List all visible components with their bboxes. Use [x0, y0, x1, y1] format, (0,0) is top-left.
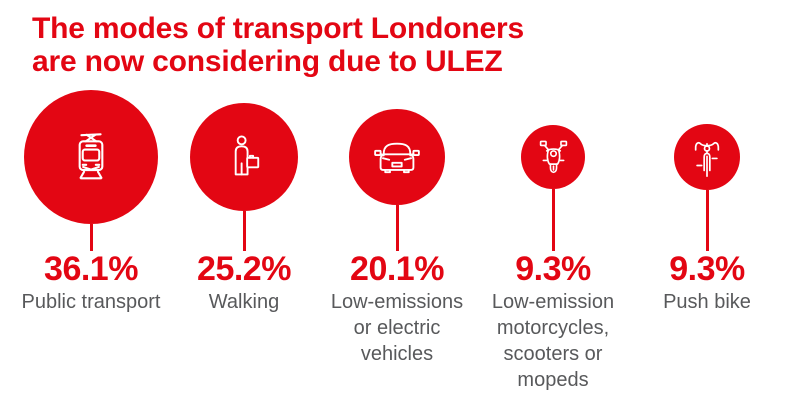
bubble-push-bike	[674, 124, 740, 190]
bicycle-icon	[694, 142, 720, 177]
column-motorcycles-scooters-mopeds: 9.3% Low-emission motorcycles, scooters …	[473, 0, 633, 400]
column-public-transport: 36.1% Public transport	[11, 0, 171, 400]
pedestrian-icon	[234, 135, 260, 176]
connector-line	[395, 205, 399, 251]
category-label: Low-emission motorcycles, scooters or mo…	[491, 291, 615, 391]
bubble-low-emission-vehicles	[349, 109, 445, 205]
percent-value: 9.3%	[515, 250, 591, 288]
connector-line	[89, 224, 93, 251]
bubble-motorcycles-scooters-mopeds	[521, 125, 585, 189]
column-low-emission-vehicles: 20.1% Low-emissions or electric vehicles	[317, 0, 477, 400]
tram-icon	[78, 133, 104, 180]
bubble-walking	[190, 103, 298, 211]
connector-line	[705, 190, 709, 251]
title-line-1: The modes of transport Londoners	[32, 12, 524, 45]
bubble-public-transport	[24, 90, 158, 224]
title-line-2: are now considering due to ULEZ	[32, 45, 503, 78]
scooter-icon	[539, 140, 567, 174]
percent-value: 20.1%	[350, 250, 444, 288]
column-walking: 25.2% Walking	[164, 0, 324, 400]
percent-value: 25.2%	[197, 250, 291, 288]
car-icon	[374, 142, 420, 174]
connector-line	[551, 189, 555, 251]
category-label: Push bike	[663, 291, 751, 313]
column-push-bike: 9.3% Push bike	[627, 0, 787, 400]
category-label: Walking	[208, 291, 280, 313]
percent-value: 36.1%	[44, 250, 138, 288]
percent-value: 9.3%	[669, 250, 745, 288]
page-title: The modes of transport Londoners are now…	[32, 12, 524, 78]
category-label: Public transport	[21, 291, 161, 313]
connector-line	[242, 211, 246, 251]
category-label: Low-emissions or electric vehicles	[330, 291, 464, 365]
